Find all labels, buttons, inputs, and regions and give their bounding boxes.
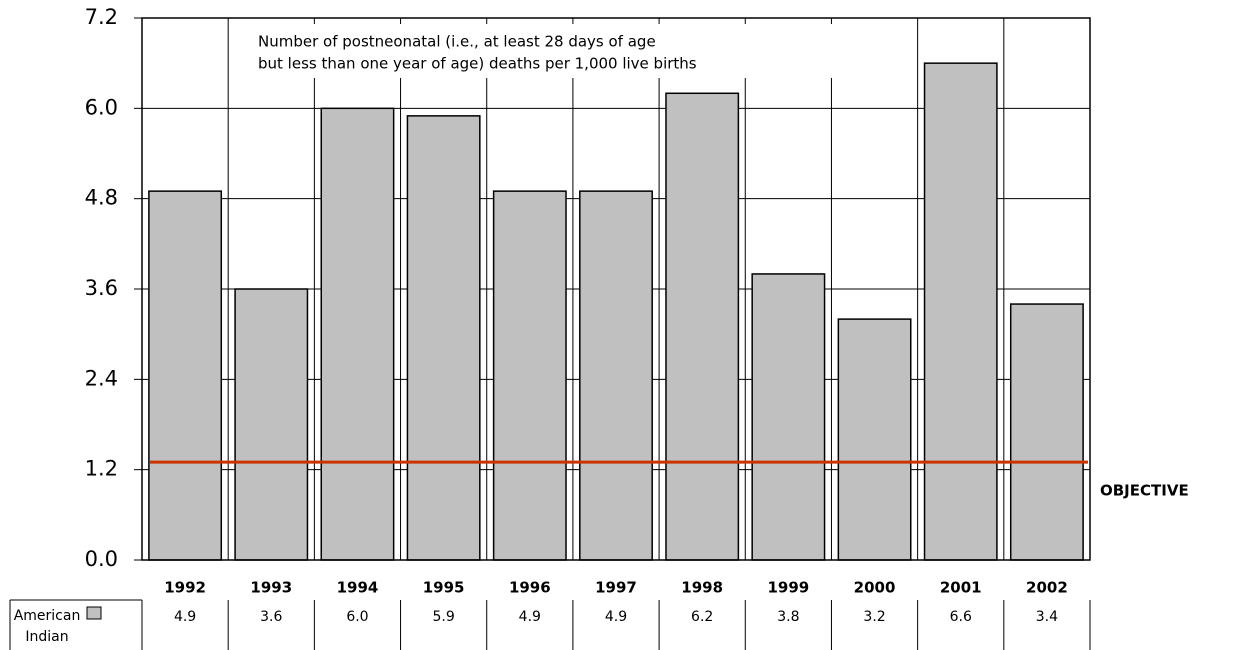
bar [492, 190, 567, 561]
x-tick-label: 1995 [423, 579, 465, 597]
x-tick-label: 1992 [164, 579, 206, 597]
y-tick-label: 3.6 [85, 276, 118, 300]
x-tick-label: 1997 [595, 579, 637, 597]
x-tick-label: 1998 [681, 579, 723, 597]
x-tick-label: 1996 [509, 579, 551, 597]
bar [579, 190, 653, 561]
x-tick-label: 1994 [337, 579, 379, 597]
legend-swatch [86, 606, 102, 620]
table-value: 3.8 [777, 609, 799, 625]
x-tick-label: 1999 [767, 579, 809, 597]
x-tick-label: 1993 [250, 579, 292, 597]
annotation: Number of postneonatal (i.e., at least 2… [258, 33, 656, 51]
table-value: 6.0 [346, 609, 368, 625]
table-value: 6.6 [950, 609, 972, 625]
table-value: 3.4 [1036, 609, 1058, 625]
bar [751, 273, 826, 561]
plot-frame [141, 17, 1091, 561]
y-tick-label: 0.0 [85, 547, 118, 571]
bar [923, 62, 998, 561]
bar [1009, 303, 1084, 561]
bar [320, 107, 395, 561]
table-value: 6.2 [691, 609, 713, 625]
y-tick-label: 1.2 [85, 457, 118, 481]
bar [406, 115, 481, 561]
x-tick-label: 2002 [1026, 579, 1068, 597]
table-value: 3.2 [863, 609, 885, 625]
y-tick-label: 2.4 [85, 366, 118, 390]
y-tick-label: 7.2 [85, 5, 118, 29]
series-name: American Indian [13, 608, 81, 645]
x-tick-label: 2000 [854, 579, 896, 597]
y-tick-label: 4.8 [85, 186, 118, 210]
table-value: 4.9 [605, 609, 627, 625]
annotation-bg [250, 24, 840, 78]
bar [148, 190, 223, 561]
objective-label: OBJECTIVE [1100, 482, 1189, 500]
bar [665, 92, 740, 561]
bar [234, 288, 309, 561]
table-value: 4.9 [519, 609, 541, 625]
annotation: but less than one year of age) deaths pe… [258, 55, 697, 73]
table-value: 3.6 [260, 609, 282, 625]
y-tick-label: 6.0 [85, 95, 118, 119]
bar [837, 318, 912, 561]
table-value: 4.9 [174, 609, 196, 625]
table-value: 5.9 [433, 609, 455, 625]
x-tick-label: 2001 [940, 579, 982, 597]
